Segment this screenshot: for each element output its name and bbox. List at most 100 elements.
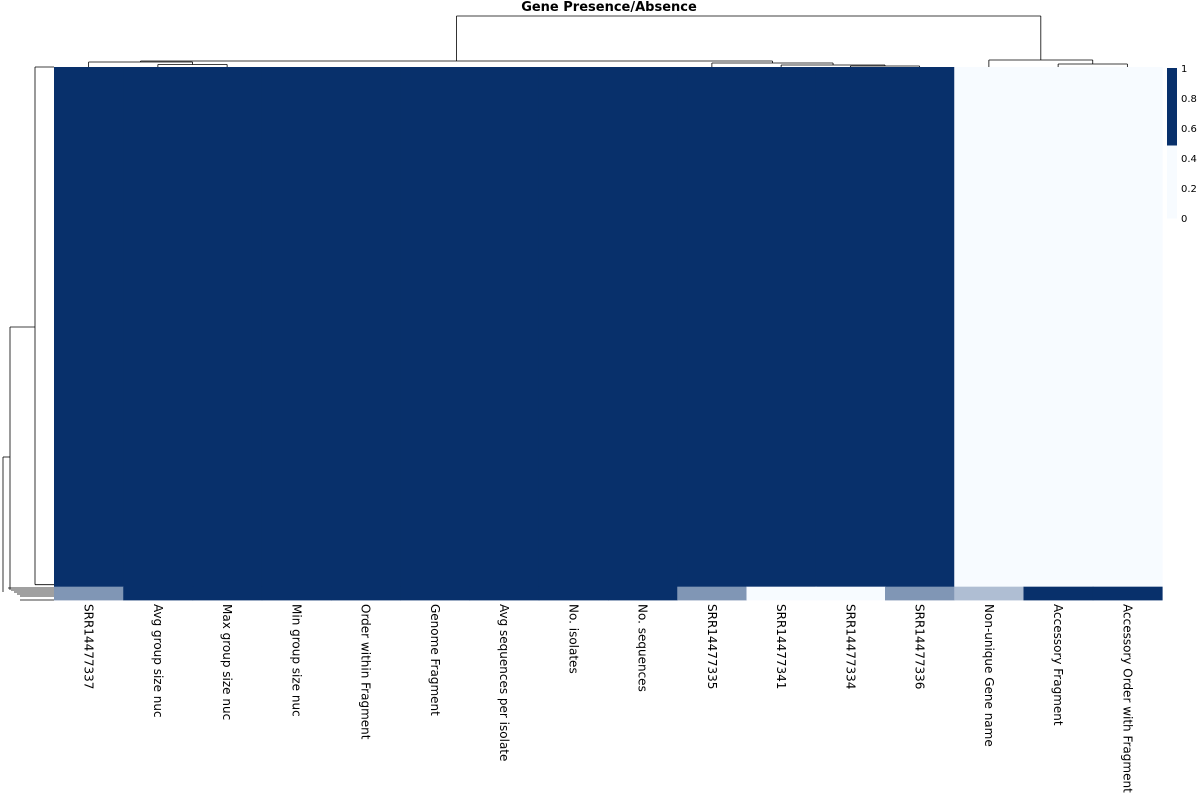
heatmap-cell [538,67,609,588]
heatmap-cell [261,67,332,588]
column-label: Min group size nuc [289,604,303,717]
colorbar-segment [1167,73,1177,76]
heatmap-cell [192,67,263,588]
colorbar-segment [1167,110,1177,114]
heatmap-cell [469,586,540,601]
column-label: Accessory Fragment [1051,604,1065,726]
colorbar-segment [1167,120,1177,124]
colorbar-segment [1167,135,1177,139]
colorbar-segment [1167,153,1177,156]
colorbar-tick-label: 0 [1181,214,1187,225]
column-label: SRR14477337 [82,604,96,689]
heatmap-cell [123,67,194,588]
heatmap-cell [746,586,817,601]
column-label: Accessory Order with Fragment [1120,604,1134,793]
heatmap-cell [885,67,955,588]
colorbar-segment [1167,145,1177,149]
colorbar-segment [1167,208,1177,211]
heatmap-cell [123,586,194,601]
column-label: Non-unique Gene name [982,604,996,747]
heatmap-cell [1092,586,1163,601]
column-label: No. isolates [566,604,580,674]
heatmap-cell [400,67,471,588]
heatmap-cell [815,586,886,601]
colorbar-segment [1167,75,1177,79]
colorbar-segment [1167,80,1177,84]
colorbar-segment [1167,170,1177,174]
heatmap-cell [746,67,817,588]
column-dendrogram [88,15,1128,67]
column-label: Max group size nuc [220,604,234,720]
colorbar-segment [1167,200,1177,204]
heatmap-cell [677,586,748,601]
colorbar-segment [1167,148,1177,151]
colorbar-segment [1167,78,1177,81]
heatmap-cell [608,67,678,588]
colorbar-segment [1167,83,1177,86]
colorbar-segment [1167,195,1177,199]
colorbar-segment [1167,205,1177,209]
colorbar-segment [1167,88,1177,91]
heatmap-cell [1092,67,1163,588]
colorbar-segment [1167,130,1177,134]
heatmap-cell [261,586,332,601]
chart-title: Gene Presence/Absence [521,0,697,15]
column-label: Avg group size nuc [151,604,165,718]
colorbar-segment [1167,103,1177,106]
colorbar-segment [1167,95,1177,99]
colorbar-segment [1167,108,1177,111]
colorbar-segment [1167,115,1177,119]
heatmap-cell [538,586,609,601]
colorbar-segment [1167,165,1177,169]
colorbar-segment [1167,168,1177,171]
colorbar-segment [1167,190,1177,194]
colorbar-tick-label: 0.4 [1181,154,1197,165]
colorbar-segment [1167,158,1177,161]
colorbar-segment [1167,143,1177,146]
colorbar-segment [1167,123,1177,126]
heatmap-cell [331,67,401,588]
column-label: SRR14477335 [705,604,719,689]
heatmap-cell [608,586,678,601]
colorbar-segment [1167,163,1177,166]
colorbar-segment [1167,150,1177,154]
colorbar-segment [1167,180,1177,184]
colorbar-segment [1167,160,1177,164]
colorbar-segment [1167,155,1177,159]
colorbar-segment [1167,213,1177,216]
column-label: Genome Fragment [428,604,442,716]
heatmap-cells [54,67,1163,601]
colorbar-segment [1167,128,1177,131]
colorbar-segment [1167,93,1177,96]
heatmap-cell [1023,586,1094,601]
colorbar-segment [1167,210,1177,214]
heatmap-cell [954,67,1025,588]
colorbar-segment [1167,105,1177,109]
colorbar-segment [1167,70,1177,74]
column-label: SRR14477334 [843,604,857,689]
heatmap-cell [469,67,540,588]
colorbar-segment [1167,188,1177,191]
heatmap-cell [885,586,955,601]
colorbar-segment [1167,100,1177,104]
colorbar-segment [1167,173,1177,176]
colorbar-segment [1167,138,1177,141]
heatmap-cell [192,586,263,601]
colorbar-segment [1167,183,1177,186]
heatmap-cell [677,67,748,588]
heatmap-cell [331,586,401,601]
colorbar-segment [1167,90,1177,94]
heatmap-cell [954,586,1025,601]
column-label: SRR14477341 [774,604,788,689]
heatmap-cell [54,586,124,601]
heatmap-cell [1023,67,1094,588]
colorbar-segment [1167,175,1177,179]
colorbar-tick-label: 0.8 [1181,94,1197,105]
colorbar-tick-label: 1 [1181,64,1187,75]
colorbar-segment [1167,133,1177,136]
colorbar-segment [1167,140,1177,144]
colorbar-segment [1167,203,1177,206]
colorbar-segment [1167,198,1177,201]
